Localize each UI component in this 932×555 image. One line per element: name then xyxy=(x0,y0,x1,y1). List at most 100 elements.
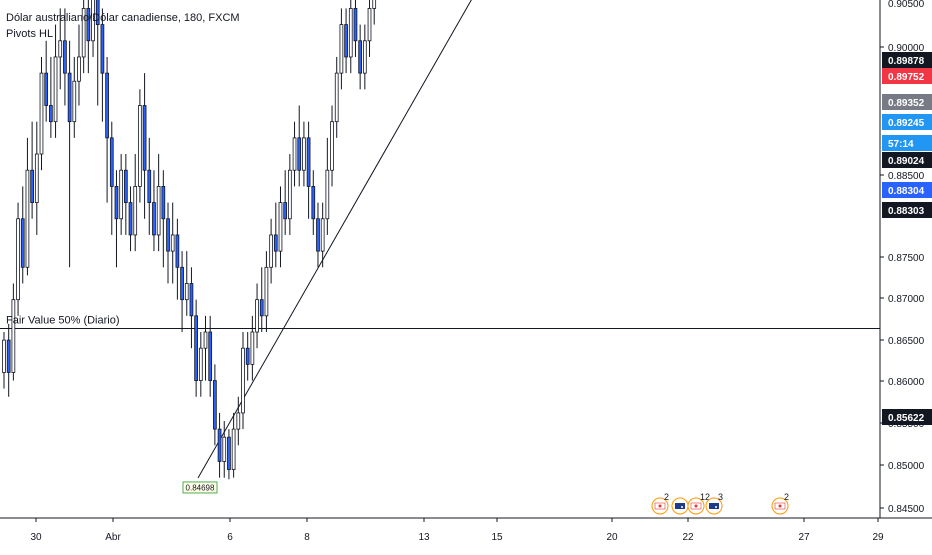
candle xyxy=(34,153,39,203)
candle xyxy=(166,218,170,252)
candle xyxy=(292,137,297,171)
chart-legend: Dólar australiano/Dólar canadiense, 180,… xyxy=(6,10,240,42)
candle xyxy=(147,169,152,203)
candle xyxy=(198,347,203,381)
candle xyxy=(348,8,353,58)
candle xyxy=(283,202,288,220)
price-badge xyxy=(882,52,932,68)
candle xyxy=(138,105,142,187)
candle xyxy=(161,185,166,220)
time-tick-label: 29 xyxy=(872,532,884,543)
candle xyxy=(362,40,367,74)
candle xyxy=(100,24,105,74)
price-badge-label: 0.88304 xyxy=(888,186,925,197)
price-badge-label: 0.89352 xyxy=(888,98,925,109)
maple-leaf-icon xyxy=(658,504,662,508)
candle xyxy=(255,299,259,333)
events-layer: 2 12 3 2 xyxy=(651,492,789,515)
candle xyxy=(63,40,67,74)
candle xyxy=(208,331,213,381)
time-tick-label: 27 xyxy=(798,532,810,543)
star-icon xyxy=(681,506,683,508)
maple-leaf-icon xyxy=(778,504,782,508)
price-tick-label: 0.86000 xyxy=(888,377,925,388)
price-axis: 0.90000 0.88500 0.87500 0.87000 0.86500 0.860… xyxy=(879,0,932,518)
price-badge-label: 0.89752 xyxy=(888,72,925,83)
price-badge xyxy=(882,409,932,425)
price-tick-label: 0.88500 xyxy=(888,171,925,182)
time-tick-label: 30 xyxy=(30,532,42,543)
candle xyxy=(86,8,91,42)
candle xyxy=(231,428,236,470)
price-badge-label: 0.89245 xyxy=(888,118,925,129)
star-icon xyxy=(715,506,717,508)
price-badge-label: 0.89878 xyxy=(888,56,925,67)
price-badge xyxy=(882,182,932,198)
candle xyxy=(297,137,302,171)
candle xyxy=(16,218,20,301)
labels-layer: 0.880640.846980.883000.884580.89871Fair … xyxy=(6,314,218,494)
pivot-label: 0.84698 xyxy=(186,483,215,492)
candle xyxy=(250,331,255,365)
candle xyxy=(39,72,44,155)
candle xyxy=(311,185,316,220)
time-tick-label: 13 xyxy=(418,532,430,543)
price-tick-label: 0.87000 xyxy=(888,294,925,305)
candle xyxy=(44,72,49,106)
price-tick-label: 0.87500 xyxy=(888,253,925,264)
candle xyxy=(180,266,184,301)
candle xyxy=(334,72,339,123)
au-flag-icon xyxy=(675,503,685,509)
candle xyxy=(358,40,362,74)
candle xyxy=(114,185,119,220)
candle xyxy=(109,137,114,187)
candle xyxy=(203,331,208,349)
candle xyxy=(67,72,72,123)
candle xyxy=(344,24,348,58)
price-badge xyxy=(882,94,932,110)
candle xyxy=(30,169,34,203)
candle xyxy=(184,283,189,301)
event-count: 2 xyxy=(784,492,789,502)
candle xyxy=(77,56,81,82)
candle xyxy=(156,185,161,236)
price-badge xyxy=(882,202,932,218)
candle xyxy=(273,234,278,252)
candle xyxy=(91,0,95,42)
time-axis: 30 Abr 6 8 13 15 20 22 27 29 xyxy=(0,517,932,543)
candle xyxy=(11,299,16,373)
event-count: 3 xyxy=(718,492,723,502)
price-tick-label: 0.84500 xyxy=(888,504,925,515)
candle xyxy=(2,339,6,373)
candle xyxy=(217,428,222,462)
candles-layer xyxy=(2,0,377,480)
candle xyxy=(53,56,58,123)
candle xyxy=(119,169,124,220)
candle xyxy=(367,8,372,42)
candle xyxy=(133,185,138,236)
candle xyxy=(72,80,77,123)
candle xyxy=(269,234,273,268)
candle xyxy=(49,105,53,123)
price-tick-label: 0.85000 xyxy=(888,461,925,472)
price-badge xyxy=(882,114,932,130)
time-tick-label: 15 xyxy=(491,532,503,543)
time-tick-label: Abr xyxy=(105,532,121,543)
event-count: 2 xyxy=(664,492,669,502)
price-tick-label: 0.90500 xyxy=(888,0,925,10)
candle xyxy=(302,137,306,171)
candle xyxy=(316,218,320,252)
candle xyxy=(325,169,330,220)
price-axis-bg xyxy=(881,0,932,518)
price-badge xyxy=(882,68,932,84)
lines-layer xyxy=(0,0,880,479)
candle xyxy=(194,315,198,381)
price-tick-label: 0.90000 xyxy=(888,43,925,54)
candle xyxy=(58,40,63,58)
candle xyxy=(236,412,241,430)
price-badge-label: 0.88303 xyxy=(888,206,925,217)
candle xyxy=(123,169,128,203)
candle xyxy=(213,380,217,430)
event-count: 12 xyxy=(700,492,710,502)
